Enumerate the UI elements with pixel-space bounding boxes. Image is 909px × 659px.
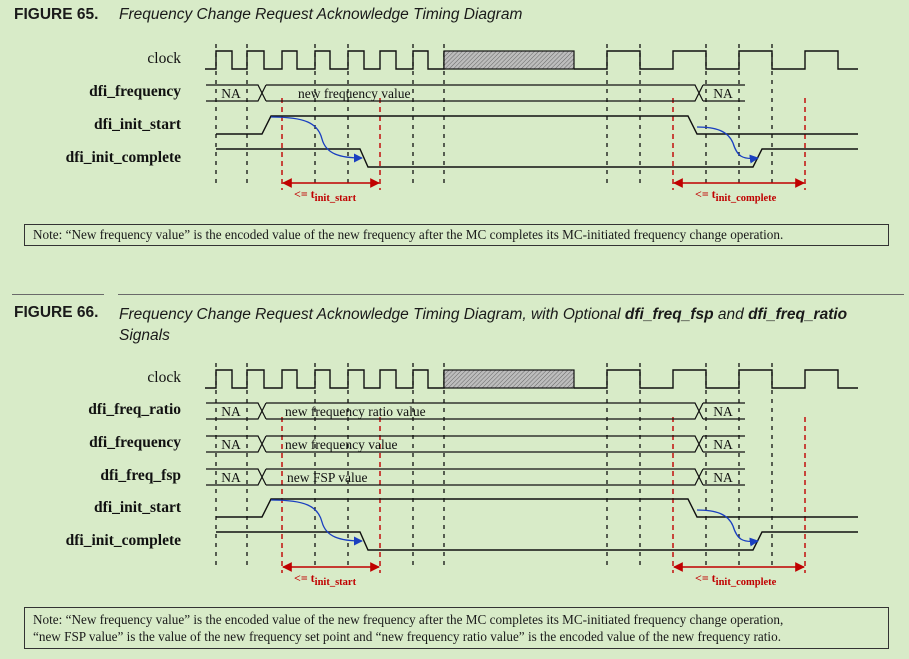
figure-66-note-line1: Note: “New frequency value” is the encod…	[33, 612, 784, 627]
figure-66-title-line2: Signals	[119, 327, 170, 344]
separator-left	[12, 294, 104, 295]
signal-label-dfi-init-complete: dfi_init_complete	[66, 532, 181, 549]
figure-66-title-ratio: dfi_freq_ratio	[748, 306, 848, 323]
clock-waveform	[205, 50, 445, 70]
bus-na-right: NA	[713, 404, 733, 419]
clock-gap-hatch	[443, 50, 575, 70]
bus-na-right: NA	[713, 437, 733, 452]
signal-label-dfi-freq-fsp: dfi_freq_fsp	[100, 467, 181, 484]
figure-66-note-line2: “new FSP value” is the value of the new …	[33, 629, 781, 644]
clock-gap-hatch	[443, 369, 575, 389]
figure-65-note: Note: “New frequency value” is the encod…	[24, 224, 889, 246]
clock-waveform-tail	[574, 369, 858, 389]
figure-66-diagram: clock dfi_freq_ratio dfi_frequency dfi_freq…	[66, 363, 858, 588]
bus-na-left: NA	[221, 404, 241, 419]
bus-edge-left	[206, 84, 267, 102]
figure-66-title: Frequency Change Request Acknowledge Tim…	[119, 304, 899, 346]
signal-label-dfi-freq-ratio: dfi_freq_ratio	[88, 401, 181, 418]
signal-label-dfi-init-start: dfi_init_start	[94, 499, 182, 516]
signal-label-dfi-init-start: dfi_init_start	[94, 116, 182, 133]
bus-edge-value	[266, 435, 704, 453]
init-start-waveform	[216, 498, 858, 518]
signal-label-dfi-init-complete: dfi_init_complete	[66, 149, 181, 166]
bus-edge-left	[206, 402, 267, 420]
bus-edge-left	[206, 435, 267, 453]
init-start-waveform	[216, 115, 858, 135]
bus-na-left: NA	[221, 86, 241, 101]
clock-waveform-tail	[574, 50, 858, 70]
signal-label-dfi-frequency: dfi_frequency	[89, 83, 181, 100]
figure-66-note: Note: “New frequency value” is the encod…	[24, 607, 889, 649]
bus-na-right: NA	[713, 470, 733, 485]
figure-65-diagram: clock dfi_frequency dfi_init_start dfi_init…	[66, 44, 858, 204]
timing-label-init-complete: <= tinit_complete	[695, 187, 777, 204]
bus-edge-value	[266, 84, 704, 102]
figure-66-title-text: Frequency Change Request Acknowledge Tim…	[119, 306, 625, 323]
timing-label-init-start: <= tinit_start	[294, 571, 357, 588]
init-complete-waveform	[216, 531, 858, 551]
figure-66-number: FIGURE 66.	[14, 304, 99, 321]
causality-arrow-start	[270, 499, 363, 546]
figure-66-title-fsp: dfi_freq_fsp	[624, 306, 714, 323]
init-complete-waveform	[216, 148, 858, 168]
causality-arrow-start	[270, 116, 363, 163]
bus-value-label: new FSP value	[287, 470, 368, 485]
figure-65-title: Frequency Change Request Acknowledge Tim…	[119, 6, 523, 23]
signal-label-clock: clock	[147, 369, 181, 386]
bus-edge-value	[266, 468, 704, 486]
figure-66-title-and: and	[713, 306, 749, 323]
bus-edge-right	[703, 402, 745, 420]
separator-right	[118, 294, 904, 295]
signal-label-dfi-frequency: dfi_frequency	[89, 434, 181, 451]
causality-arrow-complete	[696, 126, 759, 164]
timing-label-init-start: <= tinit_start	[294, 187, 357, 204]
bus-value-label: new frequency value	[298, 86, 410, 101]
clock-waveform	[205, 369, 445, 389]
signal-label-clock: clock	[147, 50, 181, 67]
timing-label-init-complete: <= tinit_complete	[695, 571, 777, 588]
bus-na-left: NA	[221, 470, 241, 485]
bus-value-label: new frequency ratio value	[285, 404, 426, 419]
bus-edge-right	[703, 435, 745, 453]
causality-arrow-complete	[696, 509, 759, 547]
bus-edge-value	[266, 402, 704, 420]
bus-edge-right	[703, 84, 745, 102]
bus-value-label: new frequency value	[285, 437, 397, 452]
bus-na-left: NA	[221, 437, 241, 452]
bus-edge-left	[206, 468, 267, 486]
bus-na-right: NA	[713, 86, 733, 101]
figure-65-number: FIGURE 65.	[14, 6, 99, 23]
bus-edge-right	[703, 468, 745, 486]
